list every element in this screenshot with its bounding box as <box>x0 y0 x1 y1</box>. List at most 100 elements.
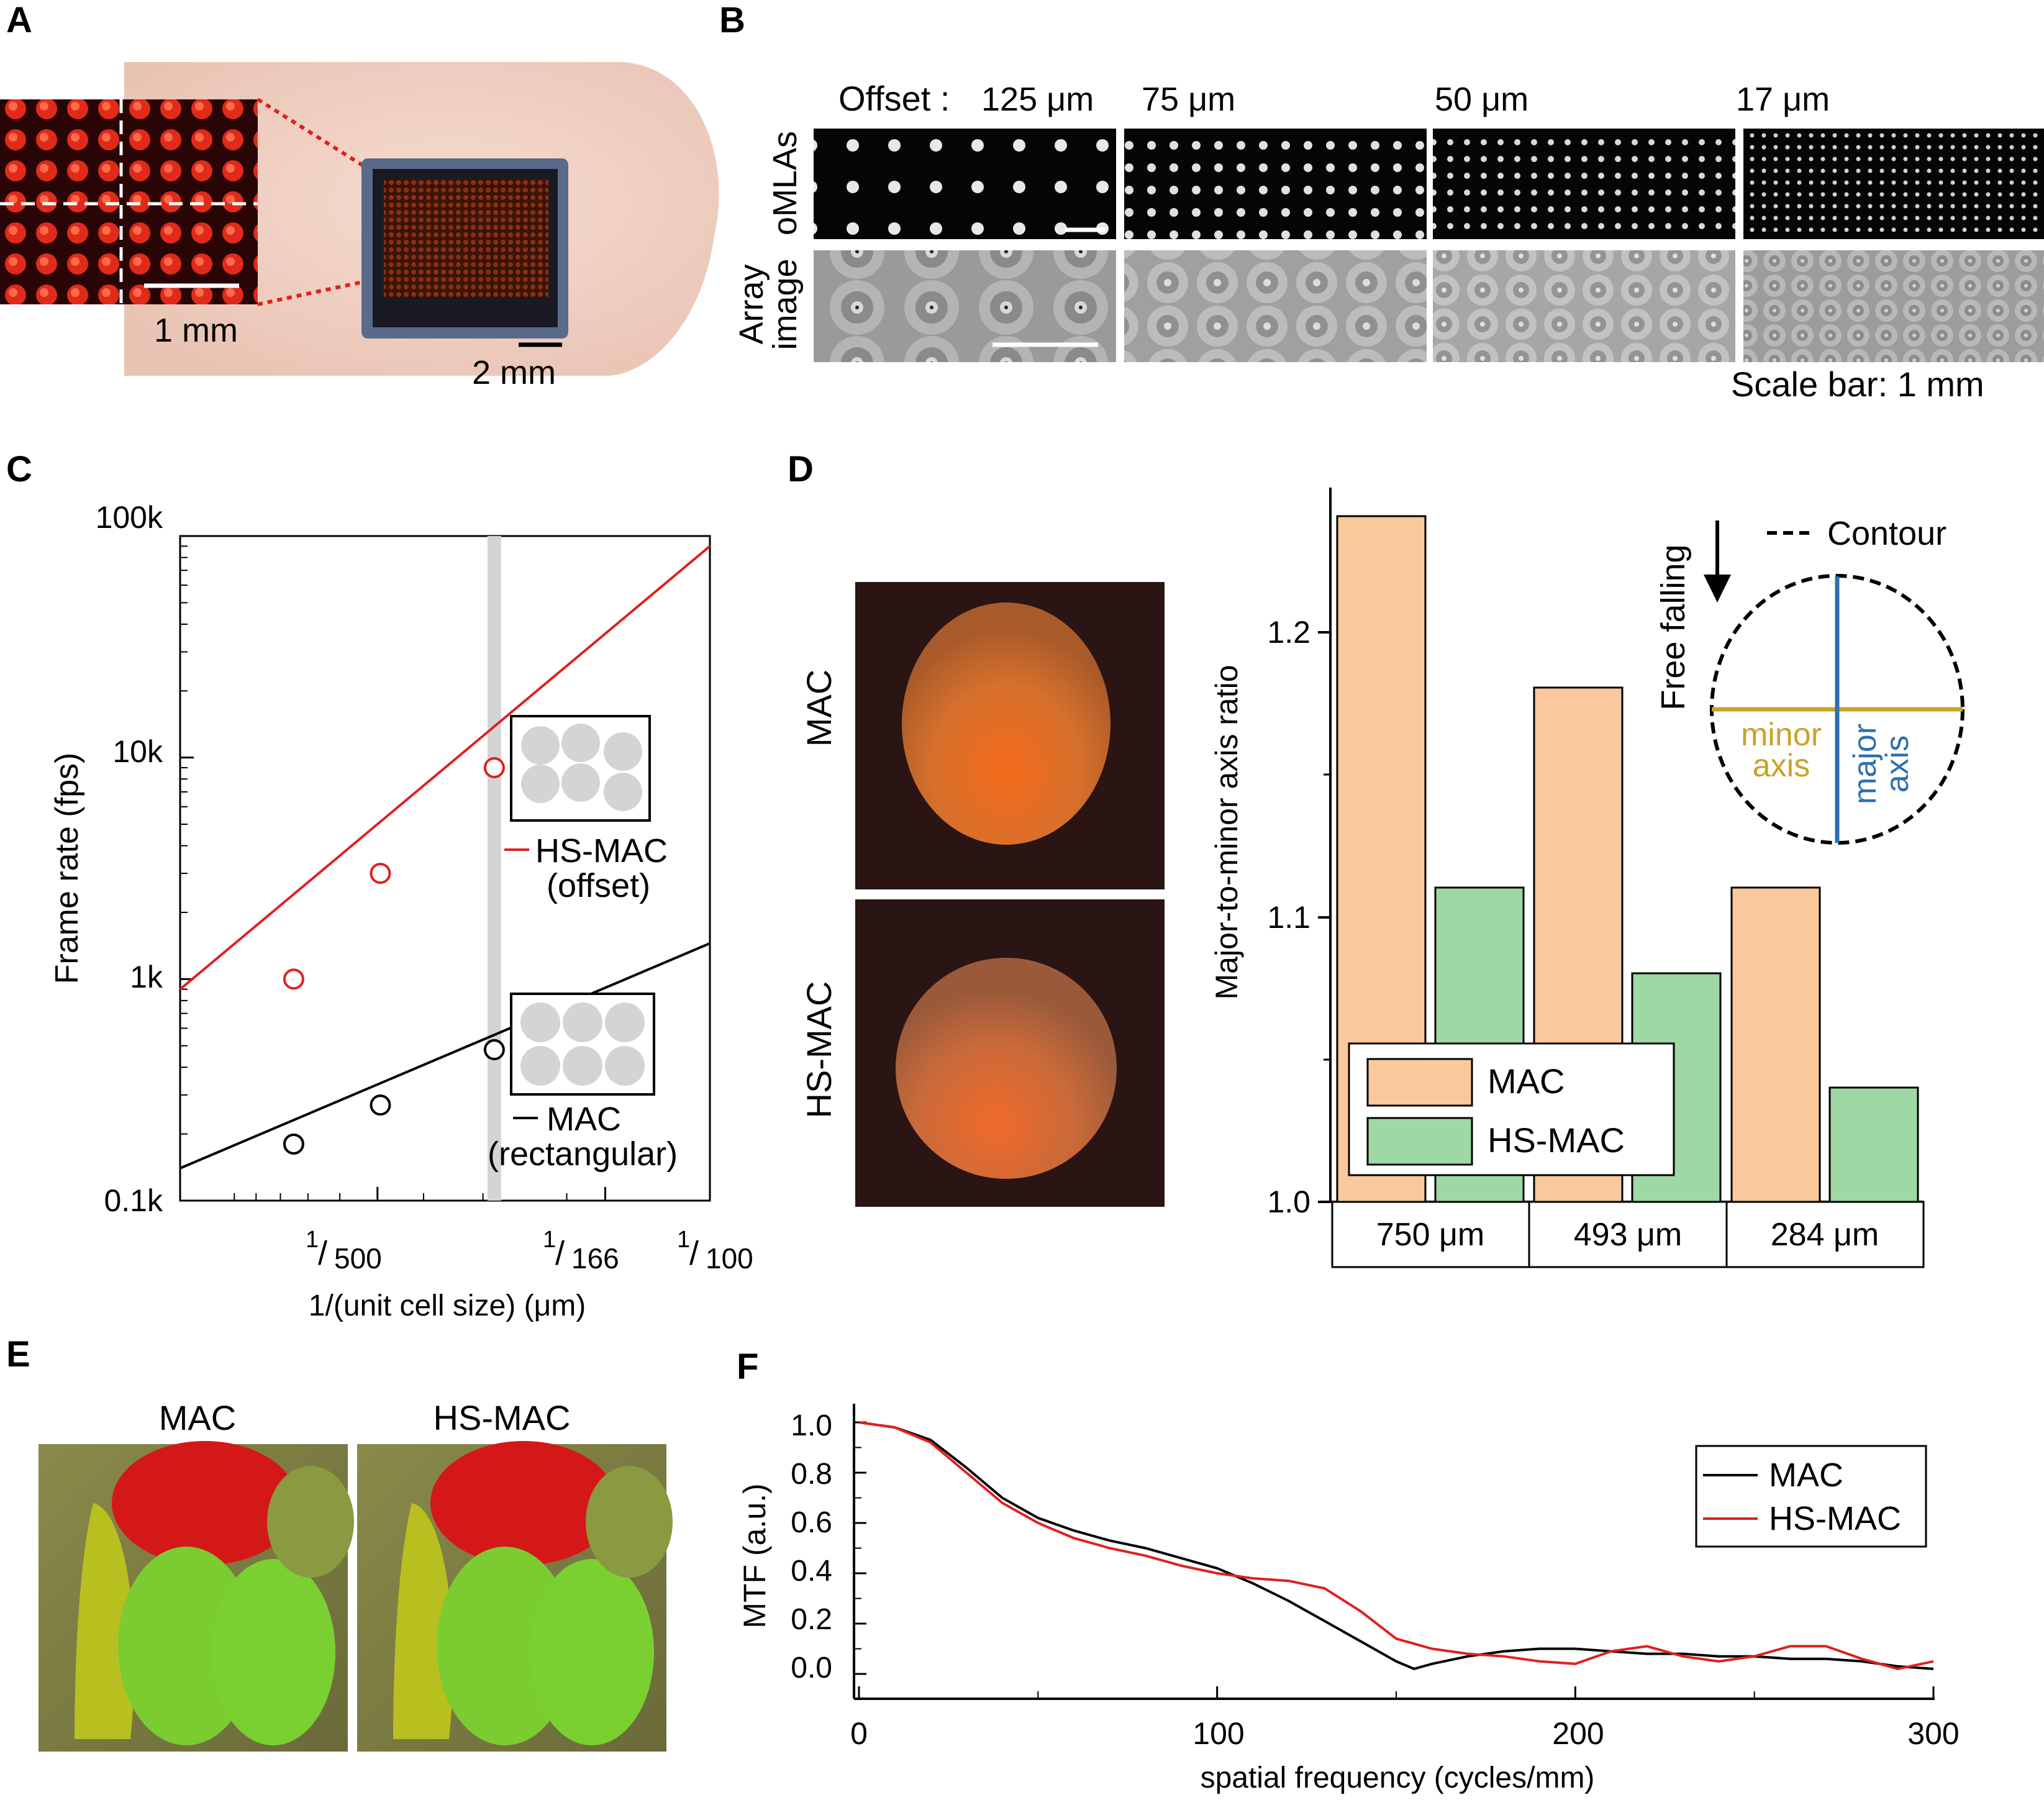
svg-text:/: / <box>318 1235 327 1272</box>
panel-e: MAC HS-MAC <box>39 1398 673 1752</box>
microlens-inset <box>0 99 258 304</box>
chart-d-ytick-1.1: 1.1 <box>1267 900 1310 935</box>
row-label-array-1: Array <box>733 264 770 344</box>
minor-axis-label-1: minor <box>1741 717 1822 753</box>
pepper-green <box>530 1559 654 1745</box>
offset-cell <box>521 726 560 765</box>
rect-cell <box>563 1002 602 1042</box>
svg-text:500: 500 <box>334 1242 382 1275</box>
chart-f-xlabel: spatial frequency (cycles/mm) <box>1201 1761 1595 1794</box>
legend-mac-bar: MAC <box>1488 1061 1565 1101</box>
chart-f: 1.0 0.8 0.6 0.4 0.2 0.0 0 100 200 300 sp… <box>737 1404 1960 1794</box>
chart-c-ylabel: Frame rate (fps) <box>49 753 85 984</box>
f-ytick-1.0: 1.0 <box>791 1409 832 1442</box>
panel-label-b: B <box>719 0 745 40</box>
legend-swatch-mac-bar <box>1366 1058 1473 1107</box>
svg-text:1: 1 <box>677 1227 690 1253</box>
x-tick-166: 1 / 166 <box>543 1227 619 1275</box>
point-mac-3 <box>483 1039 505 1061</box>
pepper-yellow <box>75 1503 135 1739</box>
pepper-red <box>430 1441 617 1565</box>
svg-text:/: / <box>555 1235 565 1272</box>
omla-17 <box>1743 129 2044 239</box>
chart-c: HS-MAC (offset) MAC (rectangular) 100k 1… <box>49 500 753 1322</box>
major-axis-label-1: major <box>1847 724 1883 804</box>
chip-lens-array <box>384 179 548 297</box>
scale-note: Scale bar: 1 mm <box>1731 365 1984 404</box>
y-tick-100k: 100k <box>96 500 163 535</box>
rect-cell <box>520 1046 560 1086</box>
f-ytick-0.6: 0.6 <box>791 1506 832 1539</box>
category-493: 493 μm <box>1574 1217 1682 1253</box>
chip-scale-label: 2 mm <box>472 354 556 391</box>
panel-label-c: C <box>6 449 32 489</box>
y-tick-0.1k: 0.1k <box>104 1183 163 1218</box>
row-label-array-2: image <box>766 258 804 350</box>
category-750: 750 μm <box>1376 1217 1484 1253</box>
row-label-omlas: oMLAs <box>766 131 804 235</box>
f-ytick-0.8: 0.8 <box>791 1458 832 1491</box>
rect-cell <box>563 1046 602 1086</box>
pepper-green <box>211 1559 335 1745</box>
offset-cell <box>561 724 600 762</box>
legend-hs-mac: HS-MAC <box>535 832 668 870</box>
offset-cell <box>561 763 600 802</box>
category-284: 284 μm <box>1771 1217 1879 1253</box>
category-cell-750 <box>1331 1201 1530 1268</box>
panel-label-d: D <box>788 449 814 489</box>
offset-cell <box>521 765 560 803</box>
pepper-label-mac: MAC <box>159 1398 236 1437</box>
offset-17: 17 μm <box>1736 81 1830 118</box>
inset-scale-label: 1 mm <box>154 312 238 349</box>
chart-f-ticks <box>854 1421 1935 1699</box>
omla-125 <box>814 129 1116 239</box>
legend-hs-mac-bar: HS-MAC <box>1488 1120 1625 1160</box>
f-ytick-0.2: 0.2 <box>791 1603 832 1636</box>
chart-c-ticks <box>180 535 711 1202</box>
f-xtick-0: 0 <box>850 1716 868 1751</box>
offset-50: 50 μm <box>1435 81 1528 118</box>
chart-c-xlabel: 1/(unit cell size) (μm) <box>309 1289 586 1322</box>
zoom-line-top <box>257 98 368 170</box>
point-hs-mac-1 <box>283 968 304 990</box>
svg-text:/: / <box>689 1235 699 1272</box>
droplet-mac <box>902 602 1111 845</box>
x-tick-100: 1 / 100 <box>677 1227 753 1275</box>
panel-b: Offset : 125 μm 75 μm 50 μm 17 μm oMLAs … <box>733 79 2044 404</box>
y-tick-10k: 10k <box>112 734 163 769</box>
point-hs-mac-3 <box>483 757 505 778</box>
offset-layout-inset <box>510 715 651 822</box>
offset-125: 125 μm <box>981 81 1094 118</box>
rect-cell <box>605 1046 645 1086</box>
legend-mac-line: MAC <box>1769 1457 1843 1494</box>
major-axis-label-2: axis <box>1879 735 1915 793</box>
chart-d-ytick-1.2: 1.2 <box>1267 615 1310 650</box>
fit-line-hs-mac <box>179 545 711 991</box>
contour-label: Contour <box>1827 515 1946 552</box>
svg-text:166: 166 <box>571 1242 619 1275</box>
svg-text:100: 100 <box>706 1242 753 1275</box>
minor-axis-label-2: axis <box>1753 748 1810 784</box>
pepper-photo-hs-mac <box>357 1441 673 1752</box>
x-tick-500: 1 / 500 <box>306 1227 382 1275</box>
pepper-red <box>112 1441 298 1565</box>
chart-f-ylabel: MTF (a.u.) <box>737 1483 772 1628</box>
droplet-label-hs-mac: HS-MAC <box>799 981 838 1119</box>
panel-a: 1 mm 2 mm <box>0 62 719 391</box>
y-tick-1k: 1k <box>130 960 163 994</box>
array-image-50 <box>1433 250 1735 362</box>
pepper-olive <box>267 1466 354 1578</box>
f-xtick-300: 300 <box>1907 1716 1959 1751</box>
svg-text:1: 1 <box>543 1227 556 1253</box>
highlight-band <box>487 536 501 1201</box>
omla-75 <box>1124 129 1427 239</box>
panel-label-e: E <box>6 1334 30 1375</box>
f-xtick-100: 100 <box>1192 1716 1244 1751</box>
point-mac-2 <box>370 1094 391 1116</box>
legend-mac-sub: (rectangular) <box>488 1135 678 1173</box>
chart-d-ytick-1.0: 1.0 <box>1267 1184 1310 1219</box>
fit-line-mac <box>179 942 711 1170</box>
panel-label-f: F <box>737 1347 758 1387</box>
f-xtick-200: 200 <box>1552 1716 1604 1751</box>
falling-arrow-icon <box>1704 575 1731 602</box>
